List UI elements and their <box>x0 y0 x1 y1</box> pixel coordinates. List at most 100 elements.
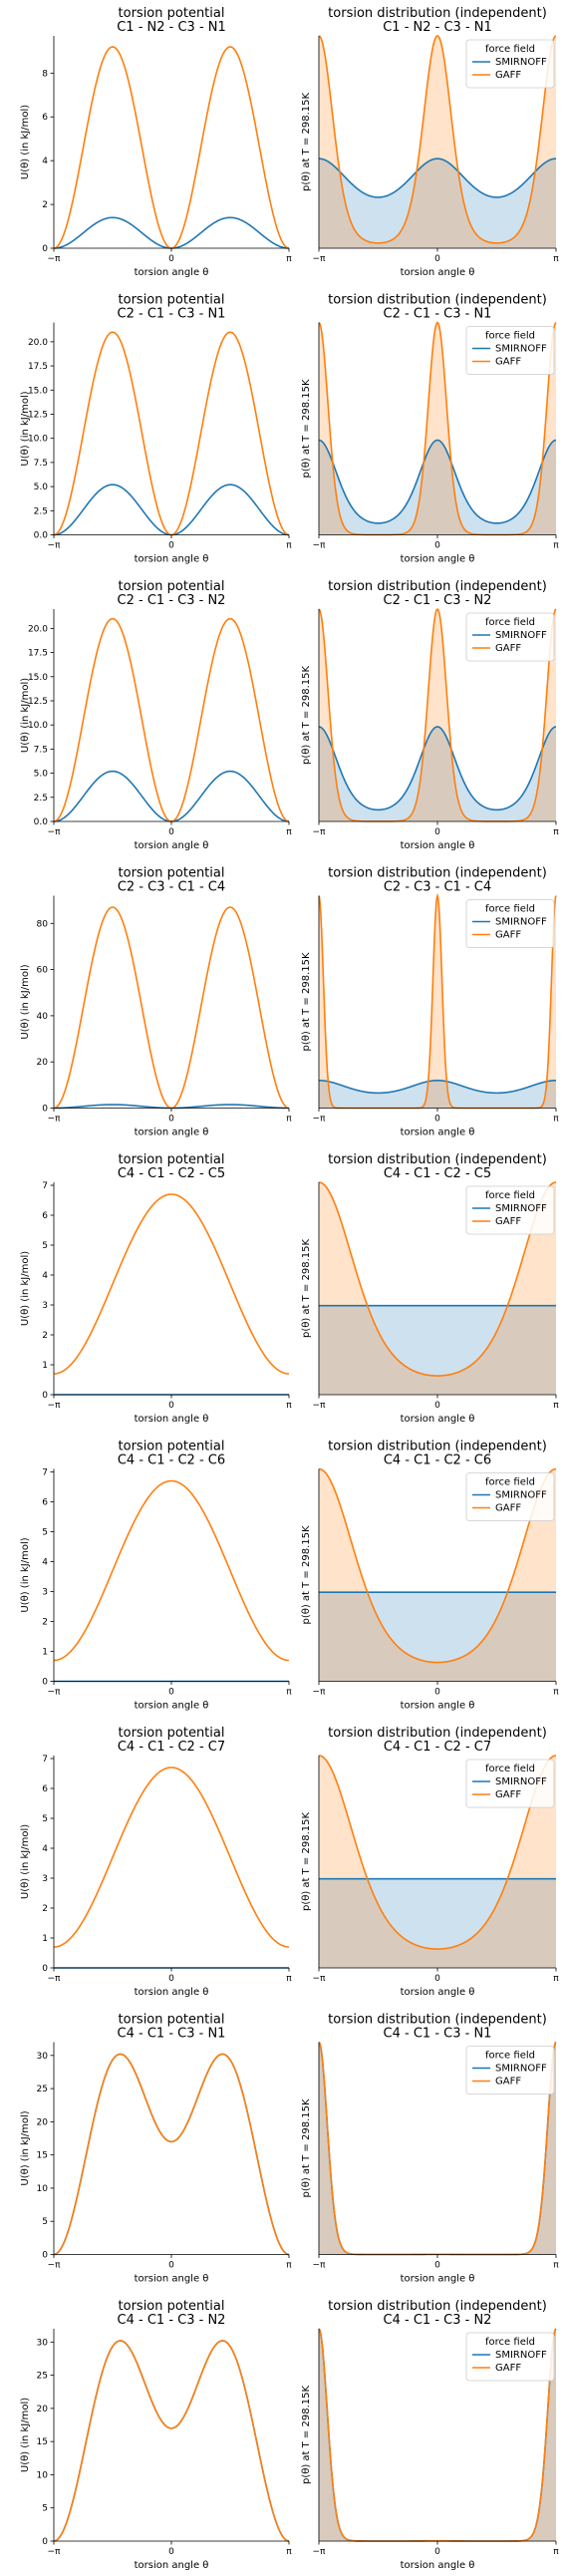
potential-y-tick-label: 10.0 <box>28 721 48 731</box>
potential-y-tick-label: 7 <box>42 1755 48 1765</box>
potential-y-tick-label: 10.0 <box>28 435 48 445</box>
distribution-title: torsion distribution (independent) <box>328 866 547 881</box>
legend-label-smirnoff: SMIRNOFF <box>495 2350 547 2361</box>
legend: force field SMIRNOFF GAFF <box>465 612 555 662</box>
potential-subtitle: C4 - C1 - C3 - N2 <box>118 2313 226 2328</box>
distribution-subtitle: C1 - N2 - C3 - N1 <box>383 20 492 35</box>
distribution-x-tick-label: 0 <box>434 541 440 551</box>
potential-y-tick-label: 1 <box>42 1361 48 1371</box>
distribution-title: torsion distribution (independent) <box>328 2299 547 2314</box>
potential-line-smirnoff <box>53 483 290 536</box>
distribution-title: torsion distribution (independent) <box>328 1440 547 1454</box>
distribution-line-gaff <box>318 1755 557 1950</box>
legend-title: force field <box>485 1764 535 1774</box>
distribution-area-smirnoff <box>319 1878 556 1968</box>
legend-label-gaff: GAFF <box>495 2363 521 2374</box>
potential-x-tick-label: π <box>286 1115 292 1125</box>
potential-x-tick-label: −π <box>48 254 62 264</box>
distribution-line-gaff <box>318 35 557 244</box>
legend-title: force field <box>485 1477 535 1488</box>
distribution-panel: torsion distribution (independent)C4 - C… <box>301 1726 559 1998</box>
distribution-x-axis-label: torsion angle θ <box>401 1987 475 1998</box>
distribution-area-gaff <box>319 1182 556 1395</box>
distribution-area-gaff <box>319 895 556 1109</box>
distribution-x-tick-label: 0 <box>434 1115 440 1125</box>
distribution-panel: torsion distribution (independent)C4 - C… <box>301 2013 559 2285</box>
legend: force field SMIRNOFF GAFF <box>465 1759 555 1808</box>
potential-y-tick-label: 2 <box>42 1618 48 1628</box>
distribution-area-gaff <box>319 1756 556 1968</box>
legend-title: force field <box>485 617 535 628</box>
potential-x-axis-label: torsion angle θ <box>135 1701 209 1712</box>
legend-label-gaff: GAFF <box>495 70 521 81</box>
legend-title: force field <box>485 44 535 55</box>
potential-x-tick-label: 0 <box>168 1401 174 1411</box>
potential-y-axis-label: U(θ) (in kJ/mol) <box>20 391 31 466</box>
potential-y-tick-label: 6 <box>42 1211 48 1221</box>
distribution-x-tick-label: −π <box>313 1401 327 1411</box>
potential-line-smirnoff <box>53 770 290 822</box>
distribution-x-tick-label: −π <box>313 827 327 837</box>
potential-x-tick-label: −π <box>48 1688 62 1698</box>
potential-y-tick-label: 2 <box>42 1904 48 1914</box>
potential-line-smirnoff <box>53 216 290 249</box>
potential-y-tick-label: 1 <box>42 1648 48 1658</box>
potential-y-tick-label: 3 <box>42 1874 48 1884</box>
legend-label-gaff: GAFF <box>495 1789 521 1800</box>
distribution-line-gaff <box>318 1467 557 1664</box>
potential-line-gaff <box>53 2053 290 2256</box>
legend-box <box>465 2046 555 2094</box>
legend-label-gaff: GAFF <box>495 930 521 941</box>
legend-label-smirnoff: SMIRNOFF <box>495 2064 547 2075</box>
potential-y-tick-label: 7.5 <box>34 745 48 755</box>
potential-subtitle: C1 - N2 - C3 - N1 <box>117 20 226 35</box>
potential-title: torsion potential <box>119 293 225 308</box>
legend: force field SMIRNOFF GAFF <box>465 1472 555 1521</box>
potential-y-tick-label: 0.0 <box>34 817 49 827</box>
potential-subtitle: C4 - C1 - C3 - N1 <box>118 2027 226 2042</box>
distribution-title: torsion distribution (independent) <box>328 6 547 21</box>
potential-x-tick-label: 0 <box>168 2547 174 2557</box>
potential-x-tick-label: π <box>286 2547 292 2557</box>
distribution-y-axis-label: p(θ) at T = 298.15K <box>301 1525 312 1625</box>
distribution-x-axis-label: torsion angle θ <box>401 267 475 278</box>
potential-y-tick-label: 0.0 <box>34 531 49 541</box>
potential-x-axis-label: torsion angle θ <box>135 2560 209 2571</box>
potential-x-axis-label: torsion angle θ <box>135 1414 209 1425</box>
potential-y-axis-label: U(θ) (in kJ/mol) <box>20 964 31 1039</box>
potential-y-tick-label: 2.5 <box>34 794 48 804</box>
potential-x-tick-label: −π <box>48 1974 62 1984</box>
distribution-panel: torsion distribution (independent)C1 - N… <box>301 6 559 278</box>
distribution-x-axis-label: torsion angle θ <box>401 1127 475 1138</box>
legend-label-gaff: GAFF <box>495 643 521 654</box>
distribution-subtitle: C4 - C1 - C2 - C6 <box>384 1453 491 1468</box>
potential-line-gaff <box>53 1479 290 1662</box>
potential-y-tick-label: 17.5 <box>28 362 48 372</box>
legend-label-smirnoff: SMIRNOFF <box>495 344 547 355</box>
potential-x-tick-label: π <box>286 1974 292 1984</box>
potential-y-axis-label: U(θ) (in kJ/mol) <box>20 1251 31 1326</box>
potential-x-tick-label: −π <box>48 541 62 551</box>
potential-x-tick-label: π <box>286 1688 292 1698</box>
distribution-x-tick-label: π <box>553 541 559 551</box>
potential-x-tick-label: −π <box>48 2547 62 2557</box>
distribution-panel: torsion distribution (independent)C2 - C… <box>301 579 559 851</box>
potential-title: torsion potential <box>119 866 225 881</box>
potential-y-tick-label: 6 <box>42 1498 48 1508</box>
potential-y-tick-label: 5.0 <box>34 770 49 780</box>
potential-y-tick-label: 0 <box>42 1391 48 1401</box>
potential-title: torsion potential <box>119 579 225 594</box>
potential-y-tick-label: 12.5 <box>28 410 48 420</box>
potential-subtitle: C2 - C1 - C3 - N2 <box>118 593 226 608</box>
legend-label-smirnoff: SMIRNOFF <box>495 57 547 68</box>
potential-y-tick-label: 20.0 <box>28 338 48 348</box>
potential-line-gaff <box>53 2340 290 2542</box>
distribution-line-smirnoff <box>319 1079 556 1095</box>
potential-x-axis-label: torsion angle θ <box>135 267 209 278</box>
distribution-subtitle: C2 - C1 - C3 - N1 <box>384 307 492 322</box>
